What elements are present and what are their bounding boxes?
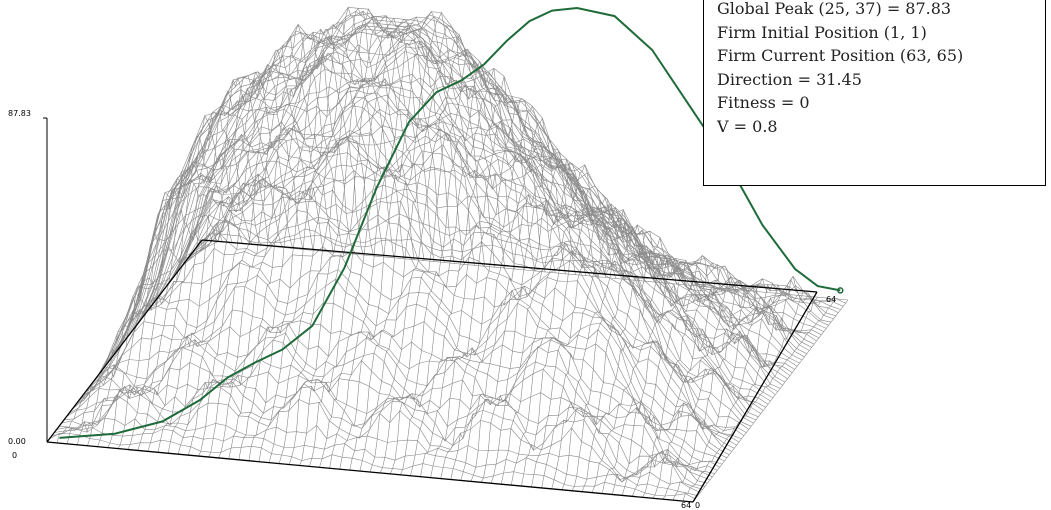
mesh-line-y [632,284,788,497]
global-peak-text: Global Peak (25, 37) = 87.83 [717,0,952,18]
mesh-line-y [389,60,546,475]
mesh-line-y [309,18,465,467]
mesh-line-y [652,275,808,499]
mesh-line-y [218,32,374,459]
mesh-line-y [339,11,495,470]
front-left-edge [46,239,203,443]
z-max-label: 87.83 [8,109,31,118]
mesh-line-y [369,53,526,473]
mesh-line-y [400,78,556,475]
mesh-line-y [97,164,253,447]
mesh-line-y [248,6,405,461]
mesh-line-y [662,290,818,500]
mesh-line-y [77,209,233,445]
mesh-line-y [289,15,445,465]
mesh-line-y [137,104,294,451]
mesh-line-y [561,254,717,490]
x-end-label: 64 [681,501,691,510]
mesh-line-y [460,154,617,481]
mesh-line-y [612,277,768,495]
mesh-line-y [319,16,475,468]
initial-position-text: Firm Initial Position (1, 1) [717,22,927,42]
mesh-line-y [228,28,384,459]
mesh-line-y [198,35,354,457]
mesh-line-y [581,265,738,492]
mesh-line-y [56,233,213,443]
mesh-line-y [682,298,838,502]
mesh-line-y [167,63,324,454]
mesh-line-y [591,279,748,493]
mesh-line-y [511,206,667,486]
mesh-line-x [97,190,745,436]
mesh-line-y [107,136,263,448]
mesh-line-y [349,25,506,471]
direction-text: Direction = 31.45 [717,69,862,89]
mesh-line-x [129,31,776,395]
mesh-line-y [521,209,677,487]
origin-label: 0 [12,451,17,460]
mesh-line-y [440,117,596,479]
mesh-line-y [87,177,243,446]
mesh-line-x [68,359,715,474]
fitness-text: Fitness = 0 [717,93,810,112]
y-start-corner-label: 0 [695,501,700,510]
mesh-line-y [188,50,344,456]
mesh-line-y [531,227,687,488]
mesh-line-y [66,222,223,444]
front-edge [46,441,694,503]
current-position-text: Firm Current Position (63, 65) [717,46,964,65]
mesh-line-y [601,276,758,494]
mesh-line-y [177,63,334,455]
mesh-line-y [541,244,697,488]
z-min-label: 0.00 [8,437,26,446]
mesh-line-y [692,299,849,503]
mesh-line-y [157,77,314,453]
mesh-line-x [112,96,759,418]
mesh-line-y [258,7,415,462]
mesh-line-y [622,282,778,496]
back-edge [201,239,818,293]
y-end-label: 64 [826,295,836,304]
mesh-line-x [85,269,732,452]
mesh-line-y [127,109,284,450]
mesh-line-y [480,171,637,483]
mesh-line-y [329,11,485,469]
right-edge [692,291,818,503]
mesh-line-y [500,206,657,485]
mesh-line-y [379,48,536,474]
mesh-line-y [470,159,627,482]
surface-mesh [46,6,849,503]
mesh-line-y [420,98,576,477]
axis-frame [43,117,818,503]
velocity-text: V = 0.8 [717,116,778,136]
mesh-line-y [642,285,798,498]
mesh-line-y [147,87,304,452]
mesh-line-y [278,16,435,464]
firm-current-position-marker [837,287,844,294]
mesh-line-y [238,21,395,460]
mesh-line-y [571,259,728,491]
mesh-line-y [490,183,647,484]
mesh-line-y [430,105,586,478]
mesh-line-y [299,17,455,466]
mesh-line-y [672,297,829,501]
info-panel: Global Peak (25, 37) = 87.83 Firm Initia… [703,0,1046,186]
